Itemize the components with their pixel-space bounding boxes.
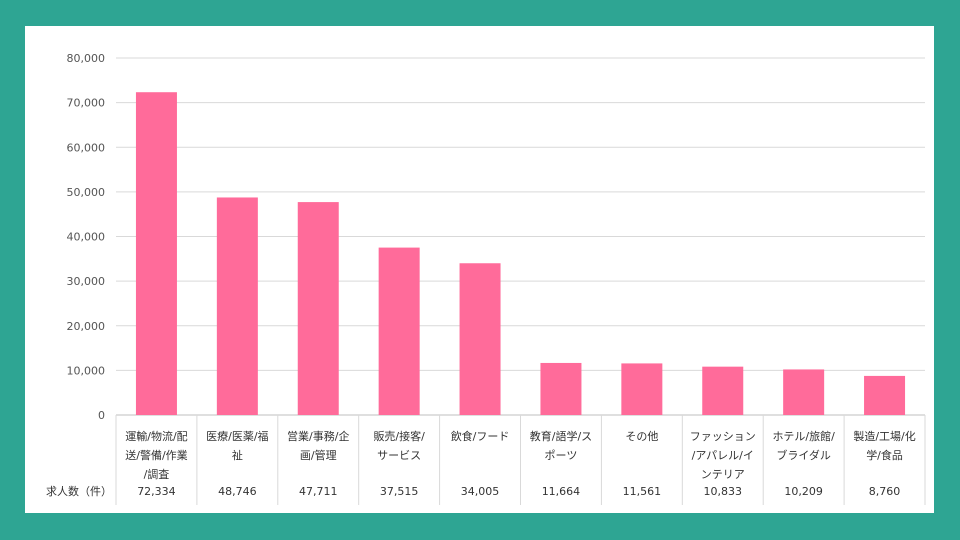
bar (459, 263, 501, 415)
bar (702, 366, 744, 415)
y-tick-label: 60,000 (67, 141, 106, 154)
x-category-label: 教育/語学/スポーツ (530, 429, 592, 462)
data-value-label: 10,833 (704, 485, 743, 498)
data-value-label: 11,664 (542, 485, 581, 498)
bar-chart: 0 10,000 20,000 30,000 40,000 50,000 60,000 70,… (46, 52, 926, 505)
data-value-label: 10,209 (784, 485, 823, 498)
bar (135, 92, 177, 415)
data-value-label: 37,515 (380, 485, 419, 498)
data-table-row-label: 求人数（件） (46, 485, 112, 498)
x-category-label: 営業/事務/企画/管理 (287, 429, 349, 462)
chart-panel: 0 10,000 20,000 30,000 40,000 50,000 60,000 70,… (25, 26, 934, 513)
data-value-label: 34,005 (461, 485, 500, 498)
y-tick-label: 40,000 (67, 231, 106, 244)
y-tick-label: 10,000 (67, 364, 106, 377)
y-tick-label: 30,000 (67, 275, 106, 288)
x-category-label: ホテル/旅館/ブライダル (772, 429, 835, 462)
bar (864, 375, 906, 415)
x-category-label: 運輸/物流/配送/警備/作業/調査 (125, 429, 187, 481)
bar (378, 247, 420, 415)
bar (540, 362, 582, 415)
data-value-label: 72,334 (137, 485, 176, 498)
data-value-label: 47,711 (299, 485, 338, 498)
x-category-label: 販売/接客/サービス (373, 429, 425, 462)
bar (297, 202, 339, 415)
x-category-label: 医療/医薬/福祉 (206, 429, 268, 462)
data-value-label: 48,746 (218, 485, 257, 498)
data-value-label: 8,760 (869, 485, 901, 498)
x-category-label: 製造/工場/化学/食品 (853, 429, 915, 462)
data-value-label: 11,561 (623, 485, 662, 498)
y-tick-label: 0 (98, 409, 105, 422)
bar (216, 197, 258, 415)
bar (783, 369, 825, 415)
y-tick-label: 20,000 (67, 320, 106, 333)
bar (621, 363, 663, 415)
x-category-label: ファッション/アパレル/インテリア (690, 430, 756, 481)
x-category-label: 飲食/フード (451, 429, 510, 443)
y-tick-label: 50,000 (67, 186, 106, 199)
x-category-label: その他 (625, 430, 658, 443)
y-tick-label: 70,000 (67, 97, 106, 110)
y-tick-label: 80,000 (67, 52, 106, 65)
